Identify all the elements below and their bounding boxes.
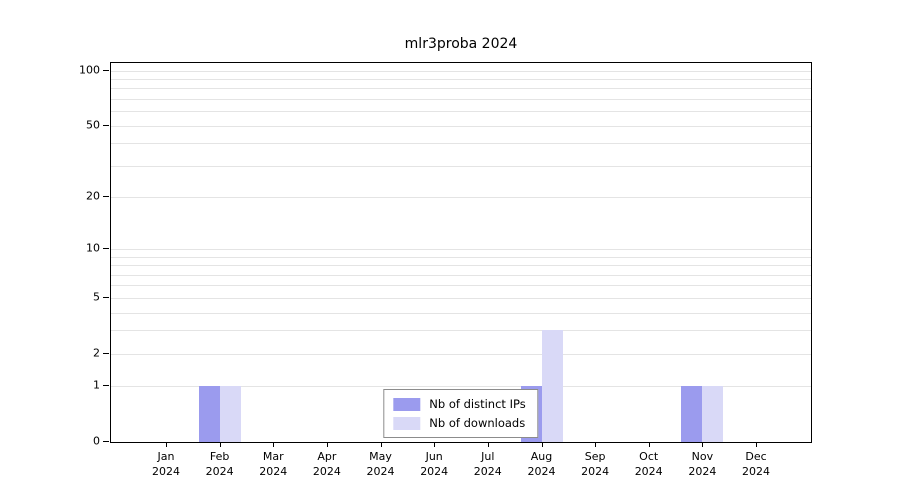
gridline [111, 143, 811, 145]
bar-feb-distinct-ips [198, 386, 220, 442]
x-axis-tick-mark [648, 443, 650, 447]
x-axis-tick-label-jun: Jun 2024 [420, 450, 449, 478]
y-axis-tick-mark [103, 196, 109, 197]
x-axis-tick-mark [166, 443, 167, 447]
gridline [111, 285, 811, 287]
x-axis-tick-label-apr: Apr 2024 [312, 450, 341, 478]
gridline [111, 297, 811, 299]
gridline [111, 265, 811, 267]
gridline [111, 99, 811, 100]
y-axis-tick-mark [103, 124, 109, 126]
x-axis-tick-mark [273, 443, 275, 447]
x-axis-tick-mark [702, 443, 704, 447]
x-axis-tick-label-jan: Jan 2024 [152, 450, 180, 478]
legend-entry: Nb of distinct IPs [393, 397, 526, 411]
gridline [111, 111, 811, 113]
x-axis-tick-mark [541, 443, 543, 447]
x-axis-tick-mark [595, 443, 597, 447]
y-axis-tick-mark [103, 296, 109, 298]
x-axis-tick-label-aug: Aug 2024 [527, 450, 556, 478]
y-axis-tick-mark [103, 441, 109, 442]
chart-legend: Nb of distinct IPs Nb of downloads [383, 389, 539, 438]
x-axis-tick-label-sep: Sep 2024 [581, 450, 610, 478]
x-axis-tick-mark [219, 443, 221, 447]
x-axis-tick-label-nov: Nov 2024 [688, 450, 717, 478]
y-axis-tick-label: 10 [86, 241, 100, 255]
chart-title: mlr3proba 2024 [404, 36, 518, 52]
y-axis-tick-label: 50 [86, 118, 100, 132]
x-axis-tick-label-dec: Dec 2024 [742, 450, 770, 478]
gridline [111, 125, 811, 127]
gridline [111, 274, 811, 276]
legend-entry: Nb of downloads [393, 416, 525, 430]
y-axis-tick-label: 5 [93, 290, 100, 304]
gridline [111, 70, 811, 72]
x-axis-tick-mark [487, 443, 489, 447]
bar-nov-downloads [702, 386, 724, 442]
x-axis-tick-label-mar: Mar 2024 [259, 450, 288, 478]
gridline [111, 330, 811, 332]
gridline [111, 165, 811, 167]
gridline [111, 312, 811, 314]
y-axis-tick-mark [103, 352, 109, 354]
y-axis-tick-label: 1 [93, 378, 100, 392]
legend-swatch [393, 397, 421, 411]
legend-label: Nb of downloads [429, 416, 526, 430]
gridline [111, 353, 811, 355]
y-axis-tick-mark [103, 248, 109, 249]
y-axis-tick-label: 20 [86, 189, 100, 203]
y-axis-tick-mark [103, 385, 109, 387]
bar-nov-distinct-ips [681, 386, 703, 442]
x-axis-tick-mark [326, 443, 328, 447]
gridline [111, 79, 811, 80]
y-axis-tick-label: 0 [93, 434, 100, 448]
gridline [111, 256, 811, 258]
plot-area: Nb of distinct IPs Nb of downloads [110, 62, 812, 443]
x-axis-tick-mark [380, 443, 382, 447]
x-axis-tick-label-may: May 2024 [366, 450, 395, 478]
x-axis-tick-mark [756, 443, 757, 447]
gridline [111, 249, 811, 250]
gridline [111, 88, 811, 90]
x-axis-tick-mark [434, 443, 436, 447]
y-axis-tick-label: 2 [93, 346, 100, 360]
y-axis-tick-label: 100 [79, 63, 100, 77]
legend-swatch [393, 416, 421, 430]
y-axis-tick-mark [103, 69, 109, 71]
legend-label: Nb of distinct IPs [429, 397, 526, 411]
x-axis-tick-label-oct: Oct 2024 [634, 450, 663, 478]
gridline [111, 386, 811, 388]
bar-feb-downloads [219, 386, 241, 442]
gridline [111, 197, 811, 198]
x-axis-tick-label-feb: Feb 2024 [205, 450, 234, 478]
bar-aug-downloads [541, 330, 563, 442]
x-axis-tick-label-jul: Jul 2024 [473, 450, 502, 478]
